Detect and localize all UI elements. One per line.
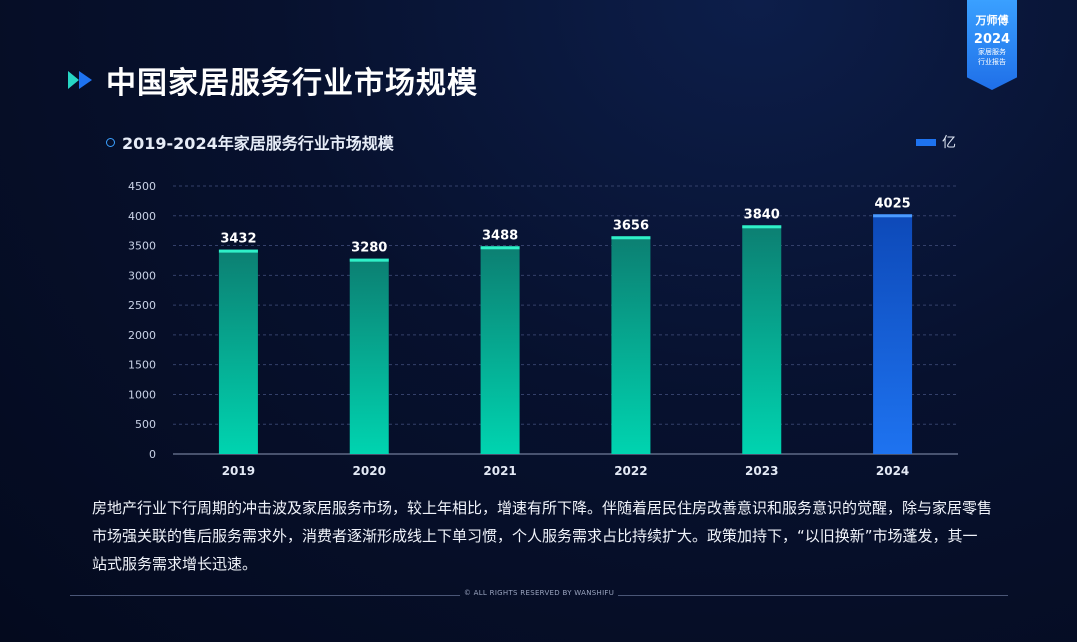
bar-2023 [742, 225, 782, 454]
y-tick-label: 1000 [128, 388, 156, 401]
y-tick-label: 2500 [128, 299, 156, 312]
copyright-text: © ALL RIGHTS RESERVED BY WANSHIFU [463, 589, 615, 597]
bar-cap [742, 225, 782, 229]
x-tick-label: 2022 [614, 464, 647, 478]
bar-cap [218, 249, 258, 253]
y-tick-label: 0 [149, 448, 156, 461]
badge-line-2: 行业报告 [978, 58, 1006, 66]
legend-swatch [916, 138, 936, 146]
bar-cap [480, 246, 520, 250]
footer-divider-right [618, 595, 1008, 596]
y-tick-label: 3000 [128, 269, 156, 282]
data-label-2023: 3840 [744, 207, 780, 222]
page-title: 中国家居服务行业市场规模 [106, 66, 478, 101]
y-tick-label: 500 [135, 418, 156, 431]
legend-label: 亿 [942, 135, 956, 151]
chart-title: 2019-2024年家居服务行业市场规模 [122, 134, 394, 153]
footer: © ALL RIGHTS RESERVED BY WANSHIFU [70, 588, 1008, 602]
footer-divider-left [70, 595, 460, 596]
description-text: 房地产行业下行周期的冲击波及家居服务市场，较上年相比，增速有所下降。伴随着居民住… [92, 499, 993, 573]
title-bar: 中国家居服务行业市场规模 [68, 58, 478, 102]
bar-cap [349, 258, 389, 262]
ring-bullet-icon [106, 137, 115, 147]
data-label-2024: 4025 [874, 196, 910, 211]
x-tick-label: 2023 [745, 464, 778, 478]
y-tick-label: 4500 [128, 180, 156, 193]
x-tick-label: 2024 [876, 464, 909, 478]
chart-legend: 亿 [916, 132, 956, 152]
y-tick-label: 3500 [128, 240, 156, 253]
data-label-2019: 3432 [220, 232, 256, 247]
bar-2019 [218, 249, 258, 454]
badge-year: 2024 [973, 32, 1011, 47]
x-tick-label: 2019 [222, 464, 255, 478]
y-tick-label: 4000 [128, 210, 156, 223]
bar-2021 [480, 246, 520, 454]
bar-2022 [611, 236, 651, 454]
y-tick-label: 1500 [128, 359, 156, 372]
brand-logo: 万师傅 [975, 14, 1009, 27]
report-badge: 万师傅 2024 家居服务 行业报告 [967, 0, 1017, 90]
y-tick-label: 2000 [128, 329, 156, 342]
badge-line-1: 家居服务 [978, 48, 1006, 56]
data-label-2022: 3656 [613, 218, 649, 233]
bar-2020 [349, 258, 389, 454]
bar-cap [611, 236, 651, 240]
chart-title-row: 2019-2024年家居服务行业市场规模 [106, 130, 394, 154]
x-tick-label: 2020 [353, 464, 386, 478]
x-tick-label: 2021 [483, 464, 516, 478]
data-label-2021: 3488 [482, 228, 518, 243]
bar-cap [873, 214, 913, 218]
bar-2024 [873, 214, 913, 454]
double-chevron-icon [68, 71, 92, 89]
data-label-2020: 3280 [351, 241, 387, 256]
